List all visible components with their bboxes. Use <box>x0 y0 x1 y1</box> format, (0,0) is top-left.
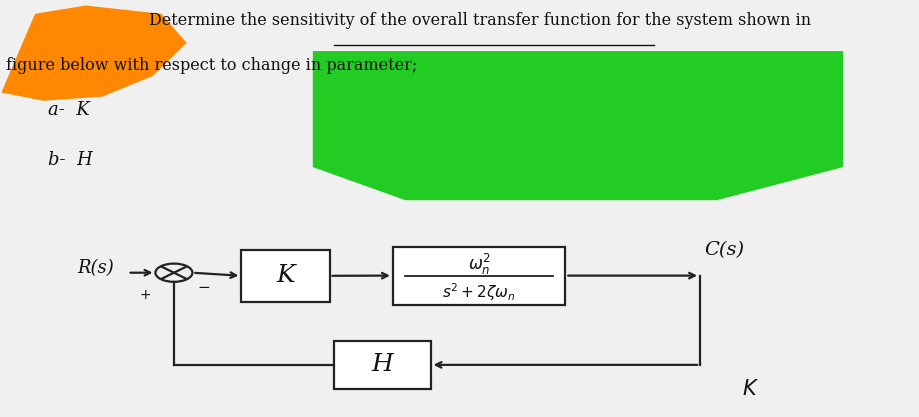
Text: $s^2 + 2\zeta\omega_n$: $s^2 + 2\zeta\omega_n$ <box>442 281 516 303</box>
Text: +: + <box>140 288 152 302</box>
Text: $\omega_n^2$: $\omega_n^2$ <box>468 251 491 276</box>
Text: $K$: $K$ <box>742 379 759 399</box>
Polygon shape <box>312 51 843 200</box>
Text: H: H <box>371 353 393 377</box>
Bar <box>334 341 431 389</box>
Text: Determine the sensitivity of the overall transfer function for the system shown : Determine the sensitivity of the overall… <box>149 12 811 29</box>
Text: R(s): R(s) <box>77 259 114 278</box>
Text: figure below with respect to change in parameter;: figure below with respect to change in p… <box>6 57 417 74</box>
Bar <box>392 246 565 304</box>
Bar <box>242 250 330 302</box>
Text: C(s): C(s) <box>704 241 744 259</box>
Polygon shape <box>2 5 187 101</box>
Text: K: K <box>276 264 295 287</box>
Text: b-  H: b- H <box>48 151 93 168</box>
Text: −: − <box>198 280 210 295</box>
Text: a-  K: a- K <box>48 101 89 119</box>
